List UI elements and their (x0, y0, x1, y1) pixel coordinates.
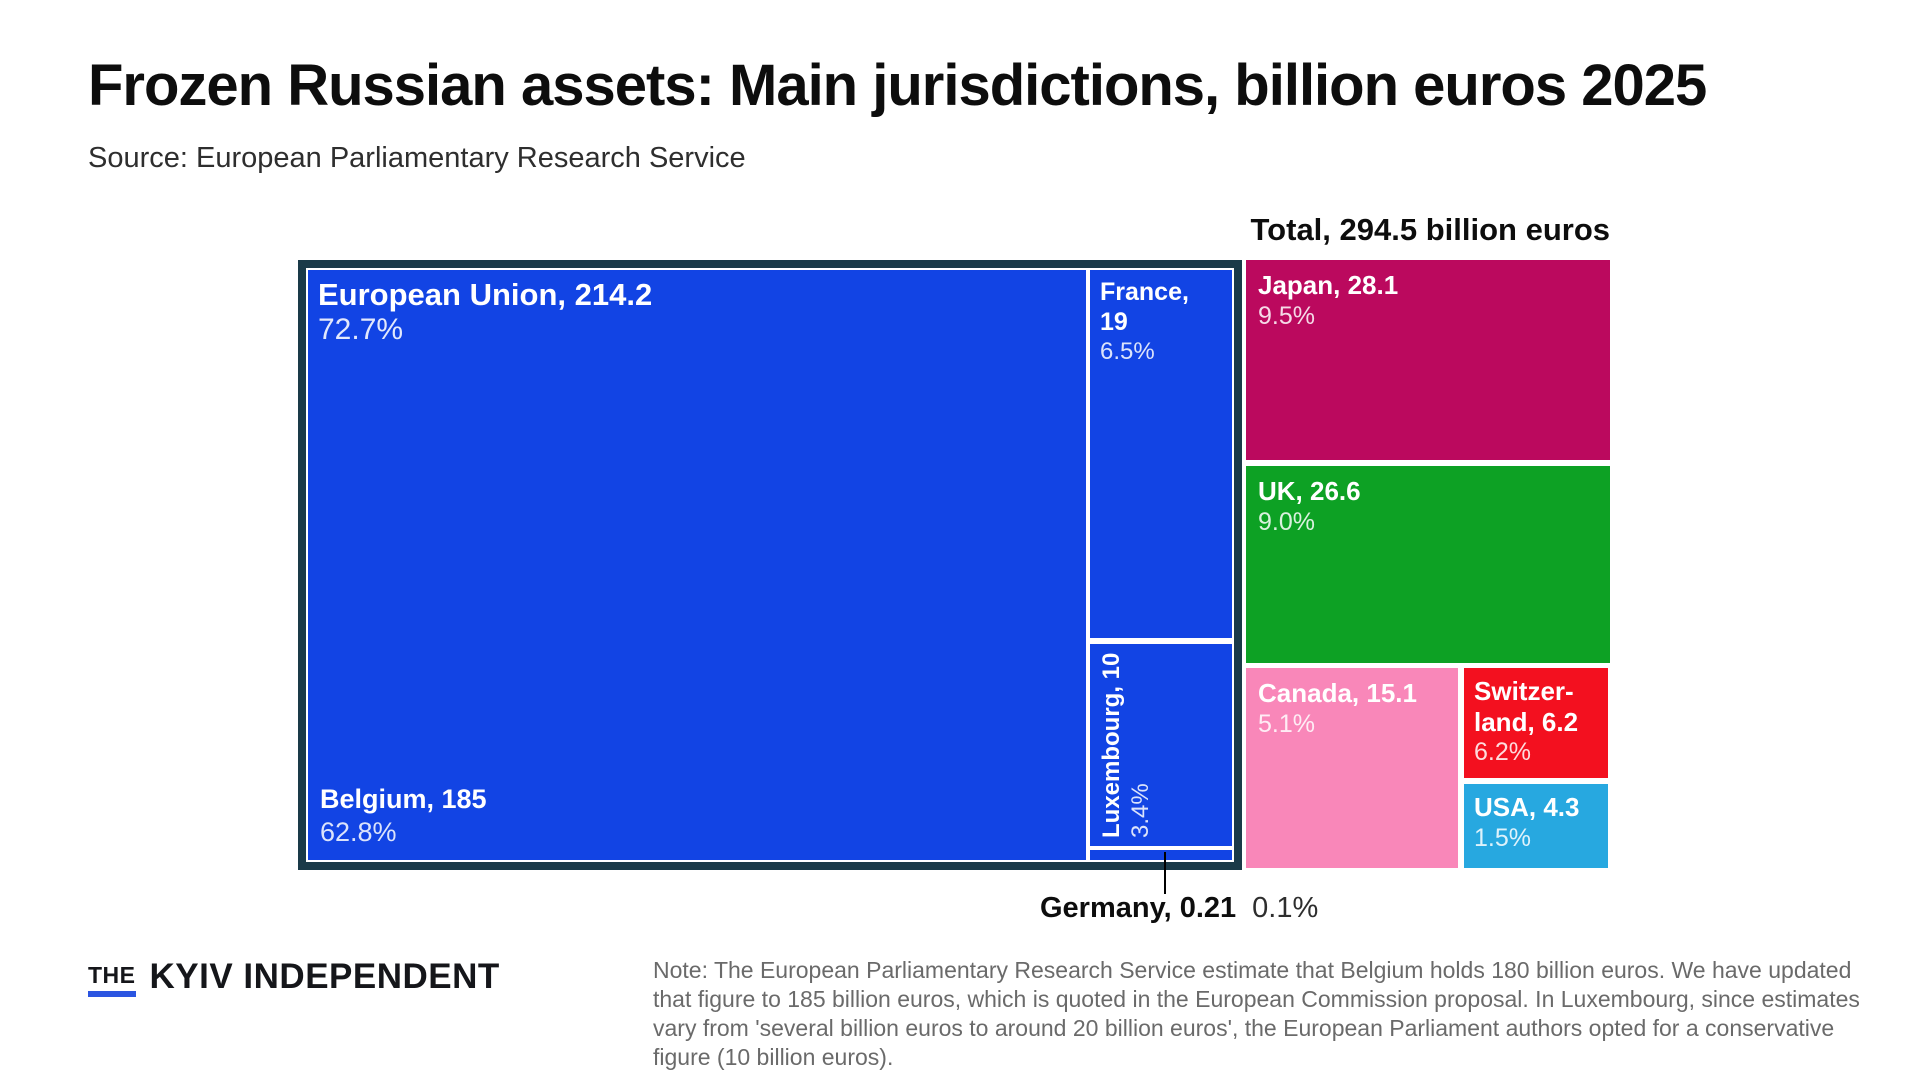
canada-pct: 5.1% (1258, 709, 1315, 738)
footnote-line-3: vary from 'several billion euros to arou… (653, 1015, 1835, 1041)
treemap-tile-usa: USA, 4.3 1.5% (1464, 784, 1608, 868)
source-line: Source: European Parliamentary Research … (88, 142, 746, 174)
usa-pct: 1.5% (1474, 823, 1531, 852)
treemap-tile-uk: UK, 26.6 9.0% (1246, 466, 1610, 663)
germany-name: Germany, 0.21 (1040, 892, 1237, 924)
switzerland-pct: 6.2% (1474, 738, 1531, 767)
treemap-tile-switzerland: Switzer- land, 6.2 6.2% (1464, 668, 1608, 778)
canada-name: Canada, 15.1 (1258, 678, 1417, 708)
luxembourg-pct: 3.4% (1127, 783, 1155, 838)
luxembourg-name: Luxembourg, 10 (1098, 652, 1125, 838)
switzerland-name-line1: Switzer- (1474, 676, 1574, 706)
footnote-line-1: Note: The European Parliamentary Researc… (653, 957, 1852, 983)
treemap-group-european-union: European Union, 214.2 72.7% Belgium, 185… (298, 260, 1242, 870)
treemap-chart: European Union, 214.2 72.7% Belgium, 185… (298, 260, 1610, 924)
germany-callout-line (1164, 852, 1166, 894)
eu-group-name: European Union, 214.2 (318, 277, 653, 312)
treemap-tile-france: France, 19 6.5% (1090, 270, 1232, 638)
logo-the-text: THE (88, 961, 136, 997)
france-name: France, 19 (1100, 278, 1189, 336)
eu-group-pct: 72.7% (318, 313, 404, 347)
treemap-group-inner: European Union, 214.2 72.7% Belgium, 185… (306, 268, 1234, 862)
uk-pct: 9.0% (1258, 507, 1315, 536)
japan-name: Japan, 28.1 (1258, 270, 1399, 300)
treemap-tile-germany (1090, 850, 1232, 860)
belgium-pct: 62.8% (320, 817, 397, 848)
footnote-line-2: that figure to 185 billion euros, which … (653, 986, 1860, 1012)
footnote-line-4: figure (10 billion euros). (653, 1044, 894, 1070)
belgium-name: Belgium, 185 (320, 784, 487, 815)
treemap-tile-canada: Canada, 15.1 5.1% (1246, 668, 1458, 868)
switzerland-name-line2: land, 6.2 (1474, 706, 1579, 737)
treemap-tile-luxembourg: Luxembourg, 10 3.4% (1090, 644, 1232, 846)
usa-name: USA, 4.3 (1474, 792, 1580, 822)
treemap-tile-belgium: European Union, 214.2 72.7% Belgium, 185… (308, 270, 1086, 860)
total-label: Total, 294.5 billion euros (1250, 212, 1610, 247)
kyiv-independent-logo: THE KYIV INDEPENDENT (88, 957, 500, 997)
belgium-label: Belgium, 185 62.8% (320, 784, 487, 850)
france-pct: 6.5% (1100, 338, 1155, 365)
page-title: Frozen Russian assets: Main jurisdiction… (88, 53, 1707, 118)
logo-name-text: KYIV INDEPENDENT (149, 957, 500, 996)
footnote: Note: The European Parliamentary Researc… (653, 956, 1873, 1072)
germany-pct: 0.1% (1252, 892, 1319, 924)
japan-pct: 9.5% (1258, 301, 1315, 330)
eu-group-label: European Union, 214.2 72.7% (318, 276, 652, 347)
luxembourg-label: Luxembourg, 10 3.4% (1098, 653, 1156, 838)
uk-name: UK, 26.6 (1258, 476, 1361, 506)
treemap-tile-japan: Japan, 28.1 9.5% (1246, 260, 1610, 460)
germany-callout-label: Germany, 0.21 0.1% (1040, 892, 1318, 925)
